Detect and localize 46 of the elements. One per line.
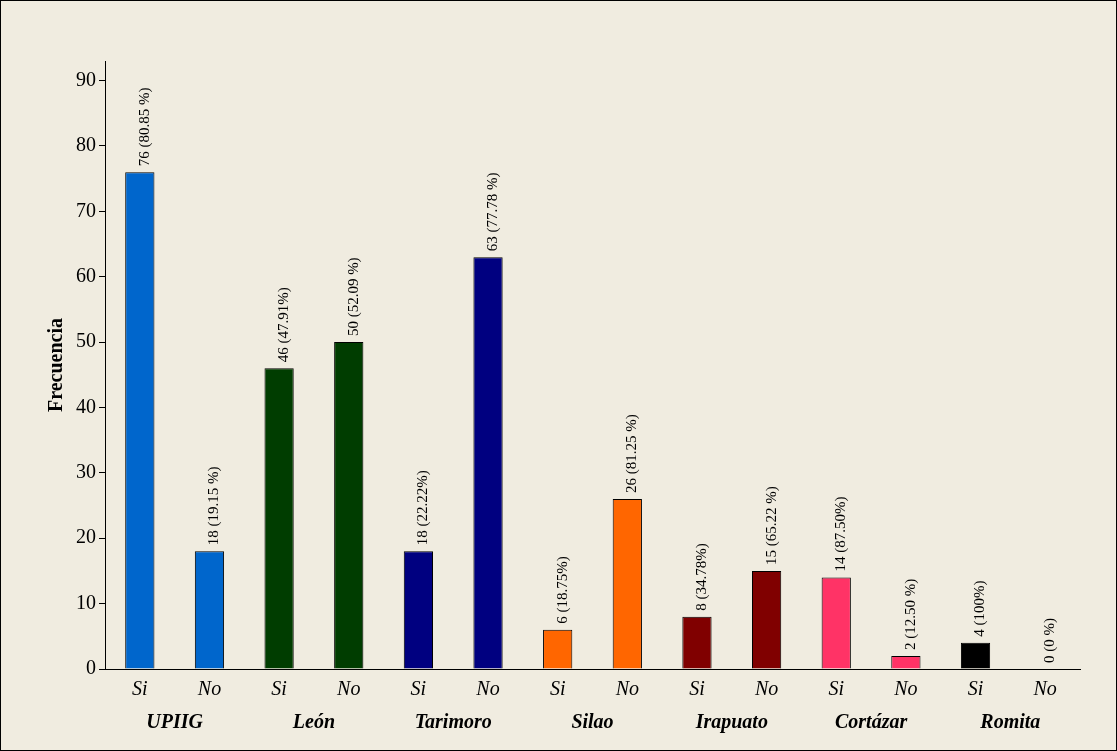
text: León: [291, 710, 336, 733]
x-tick-label: No: [336, 677, 361, 700]
y-tick-label: 60: [76, 263, 96, 286]
data-label: 26 (81.25 %): [623, 414, 641, 494]
y-tick-label: 50: [76, 329, 96, 352]
text: UPIIG: [146, 710, 204, 733]
data-label: 76 (80.85 %): [135, 87, 153, 167]
x-tick-label: No: [196, 677, 222, 700]
text: Irapuato: [694, 710, 768, 734]
data-label: 46 (47.91%): [275, 287, 293, 363]
y-tick-label: 10: [76, 590, 96, 613]
data-label: 18 (19.15 %): [205, 466, 223, 546]
y-tick-label: 40: [76, 394, 96, 417]
data-label: 0 (0 %): [1041, 618, 1059, 663]
text: Cortázar: [834, 710, 908, 733]
data-label: 15 (65.22 %): [762, 486, 780, 565]
data-label: 6 (18.75%): [553, 556, 571, 624]
x-tick-label: Si: [967, 677, 984, 700]
x-tick-label: Si: [410, 677, 427, 700]
y-tick-label: 80: [76, 133, 96, 156]
x-tick-label: Si: [271, 677, 287, 700]
y-axis-title: Frecuencia: [44, 317, 67, 413]
data-label: 50 (52.09 %): [344, 257, 362, 337]
x-tick-label: Si: [549, 677, 566, 700]
y-tick-label: 30: [76, 460, 96, 483]
x-tick-label: No: [753, 677, 779, 700]
data-label: 4 (100%): [971, 580, 989, 637]
y-tick-label: 70: [76, 198, 96, 221]
x-tick-label: No: [475, 677, 500, 700]
data-label: 63 (77.78 %): [483, 172, 501, 252]
y-tick-label: 0: [86, 656, 96, 679]
y-tick-label: 20: [76, 525, 96, 548]
y-tick-label: 90: [76, 67, 96, 90]
x-tick-label: No: [614, 677, 639, 700]
data-label: 14 (87.50%): [832, 496, 850, 572]
text: Tarimoro: [414, 710, 492, 733]
x-tick-label: No: [1032, 677, 1057, 700]
data-label: 18 (22.22%): [414, 470, 432, 546]
data-label: 2 (12.50 %): [901, 578, 919, 650]
data-label: 8 (34.78%): [692, 543, 710, 611]
text: Romita: [979, 710, 1041, 733]
x-tick-label: Si: [689, 677, 705, 700]
x-tick-label: No: [893, 677, 918, 700]
text: Silao: [571, 710, 614, 733]
x-tick-label: Si: [828, 677, 845, 700]
x-tick-label: Si: [132, 677, 148, 700]
